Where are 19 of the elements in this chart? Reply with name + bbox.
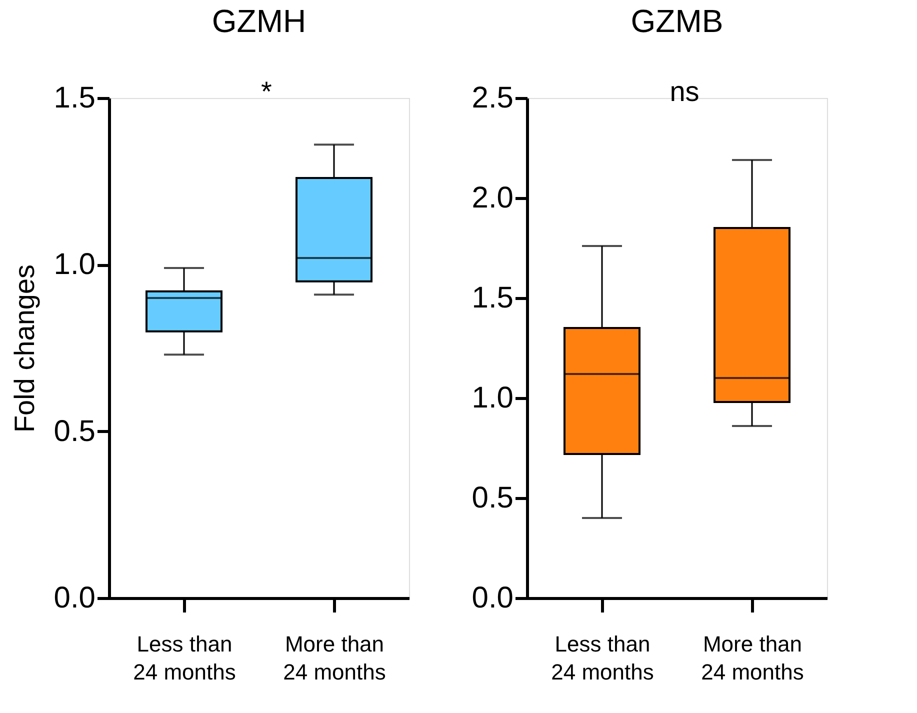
x-tick-label: More than 24 months bbox=[701, 632, 804, 684]
chart-title: GZMH bbox=[212, 3, 306, 39]
y-tick-label: 2.5 bbox=[472, 82, 514, 114]
x-tick-label: Less than 24 months bbox=[133, 632, 236, 684]
x-tick-label: Less than 24 months bbox=[551, 632, 654, 684]
x-tick-label: More than 24 months bbox=[283, 632, 386, 684]
annotation: * bbox=[261, 76, 272, 107]
y-tick-label: 2.0 bbox=[472, 182, 514, 214]
y-tick-label: 1.0 bbox=[472, 382, 514, 414]
y-axis-title: Fold changes bbox=[8, 264, 40, 433]
y-tick-label: 0.5 bbox=[472, 482, 514, 514]
y-tick-label: 1.5 bbox=[54, 82, 96, 114]
y-tick-label: 0.0 bbox=[54, 582, 96, 614]
annotation: ns bbox=[670, 76, 700, 107]
y-tick-label: 0.5 bbox=[54, 414, 96, 448]
y-tick-label: 1.0 bbox=[54, 248, 96, 282]
y-tick-label: 0.0 bbox=[472, 582, 514, 614]
chart-title: GZMB bbox=[630, 3, 724, 39]
y-tick-label: 1.5 bbox=[472, 282, 514, 314]
